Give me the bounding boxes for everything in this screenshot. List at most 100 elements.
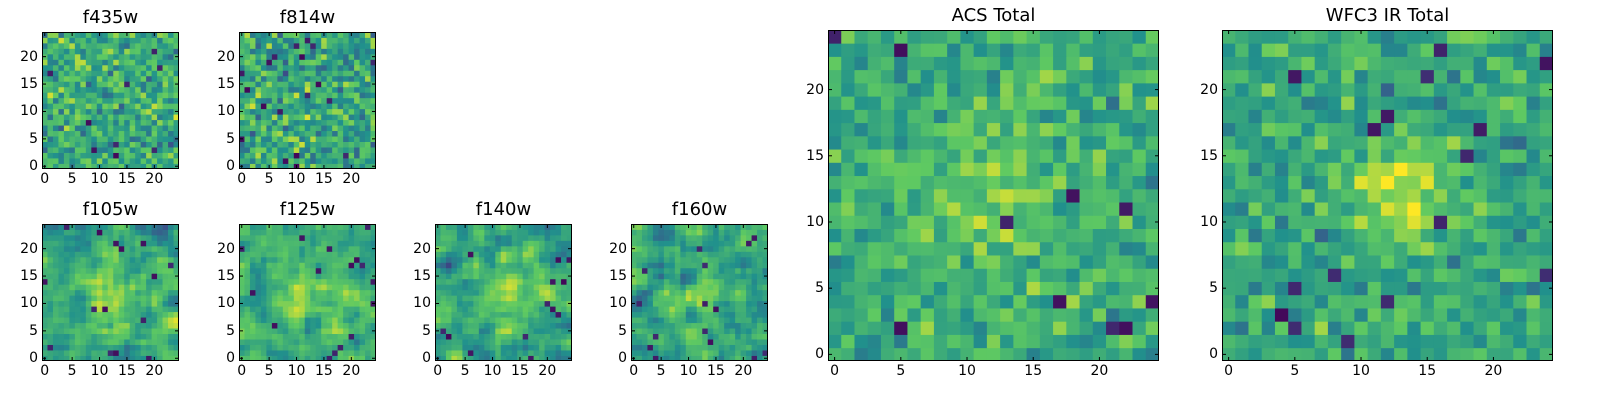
heatmap-cell xyxy=(566,240,572,247)
heatmap-cell xyxy=(74,289,81,296)
heatmap-cell xyxy=(102,158,109,164)
heatmap-cell xyxy=(920,149,935,163)
heatmap-cell xyxy=(271,81,278,88)
heatmap-cell xyxy=(69,284,76,291)
heatmap-cell xyxy=(1420,241,1435,256)
heatmap-cell xyxy=(641,355,648,361)
heatmap-cell xyxy=(489,262,496,269)
heatmap-cell xyxy=(1367,294,1382,309)
heatmap-cell xyxy=(129,81,136,88)
heatmap-cell xyxy=(724,306,731,313)
heatmap-cell xyxy=(707,339,714,345)
heatmap-cell xyxy=(332,256,339,263)
heatmap-cell xyxy=(266,245,273,252)
heatmap-cell xyxy=(658,229,665,236)
heatmap-cell xyxy=(1539,241,1553,256)
heatmap-cell xyxy=(326,64,333,71)
heatmap-cell xyxy=(107,141,114,148)
heatmap-cell xyxy=(973,308,988,322)
heatmap-cell xyxy=(332,70,339,77)
heatmap-cell xyxy=(277,147,284,153)
heatmap-cell xyxy=(533,240,540,247)
heatmap-cell xyxy=(713,322,720,329)
heatmap-cell xyxy=(157,317,163,324)
heatmap-cell xyxy=(489,322,496,329)
heatmap-cell xyxy=(271,262,278,269)
heatmap-cell xyxy=(478,295,485,302)
heatmap-cell xyxy=(288,262,295,269)
heatmap-cell xyxy=(343,350,349,356)
heatmap-cell xyxy=(740,229,747,236)
heatmap-cell xyxy=(260,350,267,356)
heatmap-cell xyxy=(102,224,109,230)
heatmap-cell xyxy=(52,141,59,148)
heatmap-cell xyxy=(647,300,654,307)
x-tick-label: 0 xyxy=(40,171,50,187)
heatmap-cell xyxy=(920,122,935,137)
heatmap-cell xyxy=(445,256,452,263)
heatmap-cell xyxy=(506,328,513,334)
heatmap-cell xyxy=(107,278,114,285)
heatmap-cell xyxy=(157,42,163,49)
heatmap-cell xyxy=(321,322,328,329)
heatmap-cell xyxy=(561,251,567,258)
heatmap-cell xyxy=(42,141,48,148)
heatmap-cell xyxy=(933,308,948,322)
heatmap-cell xyxy=(680,333,687,340)
heatmap-cell xyxy=(1092,69,1107,84)
heatmap-cell xyxy=(168,53,174,60)
heatmap-cell xyxy=(173,147,179,153)
heatmap-cell xyxy=(880,96,895,110)
heatmap-cell xyxy=(326,224,333,230)
heatmap-cell xyxy=(96,300,103,307)
heatmap-cell xyxy=(244,317,251,324)
heatmap-cell xyxy=(735,339,741,345)
heatmap-cell xyxy=(255,103,262,110)
heatmap-cell xyxy=(1301,188,1316,203)
heatmap-cell xyxy=(118,152,125,159)
heatmap-cell xyxy=(365,240,371,247)
heatmap-cell xyxy=(841,347,855,361)
heatmap-cell xyxy=(986,30,1001,44)
heatmap-cell xyxy=(271,289,278,296)
heatmap-cell xyxy=(113,322,120,329)
heatmap-cell xyxy=(63,295,70,302)
heatmap-cell xyxy=(288,344,295,351)
heatmap-cell xyxy=(113,114,120,121)
heatmap-cell xyxy=(129,147,136,153)
heatmap-cell xyxy=(310,158,317,164)
heatmap-cell xyxy=(96,75,103,82)
heatmap-cell xyxy=(1526,268,1541,282)
heatmap-cell xyxy=(74,251,81,258)
heatmap-cell xyxy=(255,245,262,252)
heatmap-cell xyxy=(473,333,480,340)
heatmap-cell xyxy=(118,273,125,280)
heatmap-cell xyxy=(746,284,752,291)
heatmap-cell xyxy=(674,256,681,263)
heatmap-cell xyxy=(348,103,355,110)
heatmap-cell xyxy=(555,245,562,252)
heatmap-cell xyxy=(293,136,300,142)
heatmap-cell xyxy=(74,53,81,60)
heatmap-cell xyxy=(337,289,344,296)
heatmap-cell xyxy=(260,92,267,99)
heatmap-cell xyxy=(244,256,251,263)
heatmap-cell xyxy=(102,114,109,121)
heatmap-cell xyxy=(1447,347,1461,361)
heatmap-cell xyxy=(140,322,147,329)
heatmap-cell xyxy=(63,317,70,324)
heatmap-cell xyxy=(960,308,975,322)
heatmap-cell xyxy=(435,289,441,296)
heatmap-cell xyxy=(746,273,752,280)
heatmap-cell xyxy=(495,278,502,285)
heatmap-cell xyxy=(1248,308,1263,322)
heatmap-cell xyxy=(544,240,551,247)
heatmap-cell xyxy=(1132,347,1147,361)
heatmap-cell xyxy=(1092,175,1107,190)
heatmap-cell xyxy=(674,262,681,269)
heatmap-cell xyxy=(757,339,763,345)
heatmap-cell xyxy=(933,268,948,282)
heatmap-cell xyxy=(867,347,882,361)
heatmap-cell xyxy=(1039,162,1054,177)
heatmap-cell xyxy=(277,251,284,258)
